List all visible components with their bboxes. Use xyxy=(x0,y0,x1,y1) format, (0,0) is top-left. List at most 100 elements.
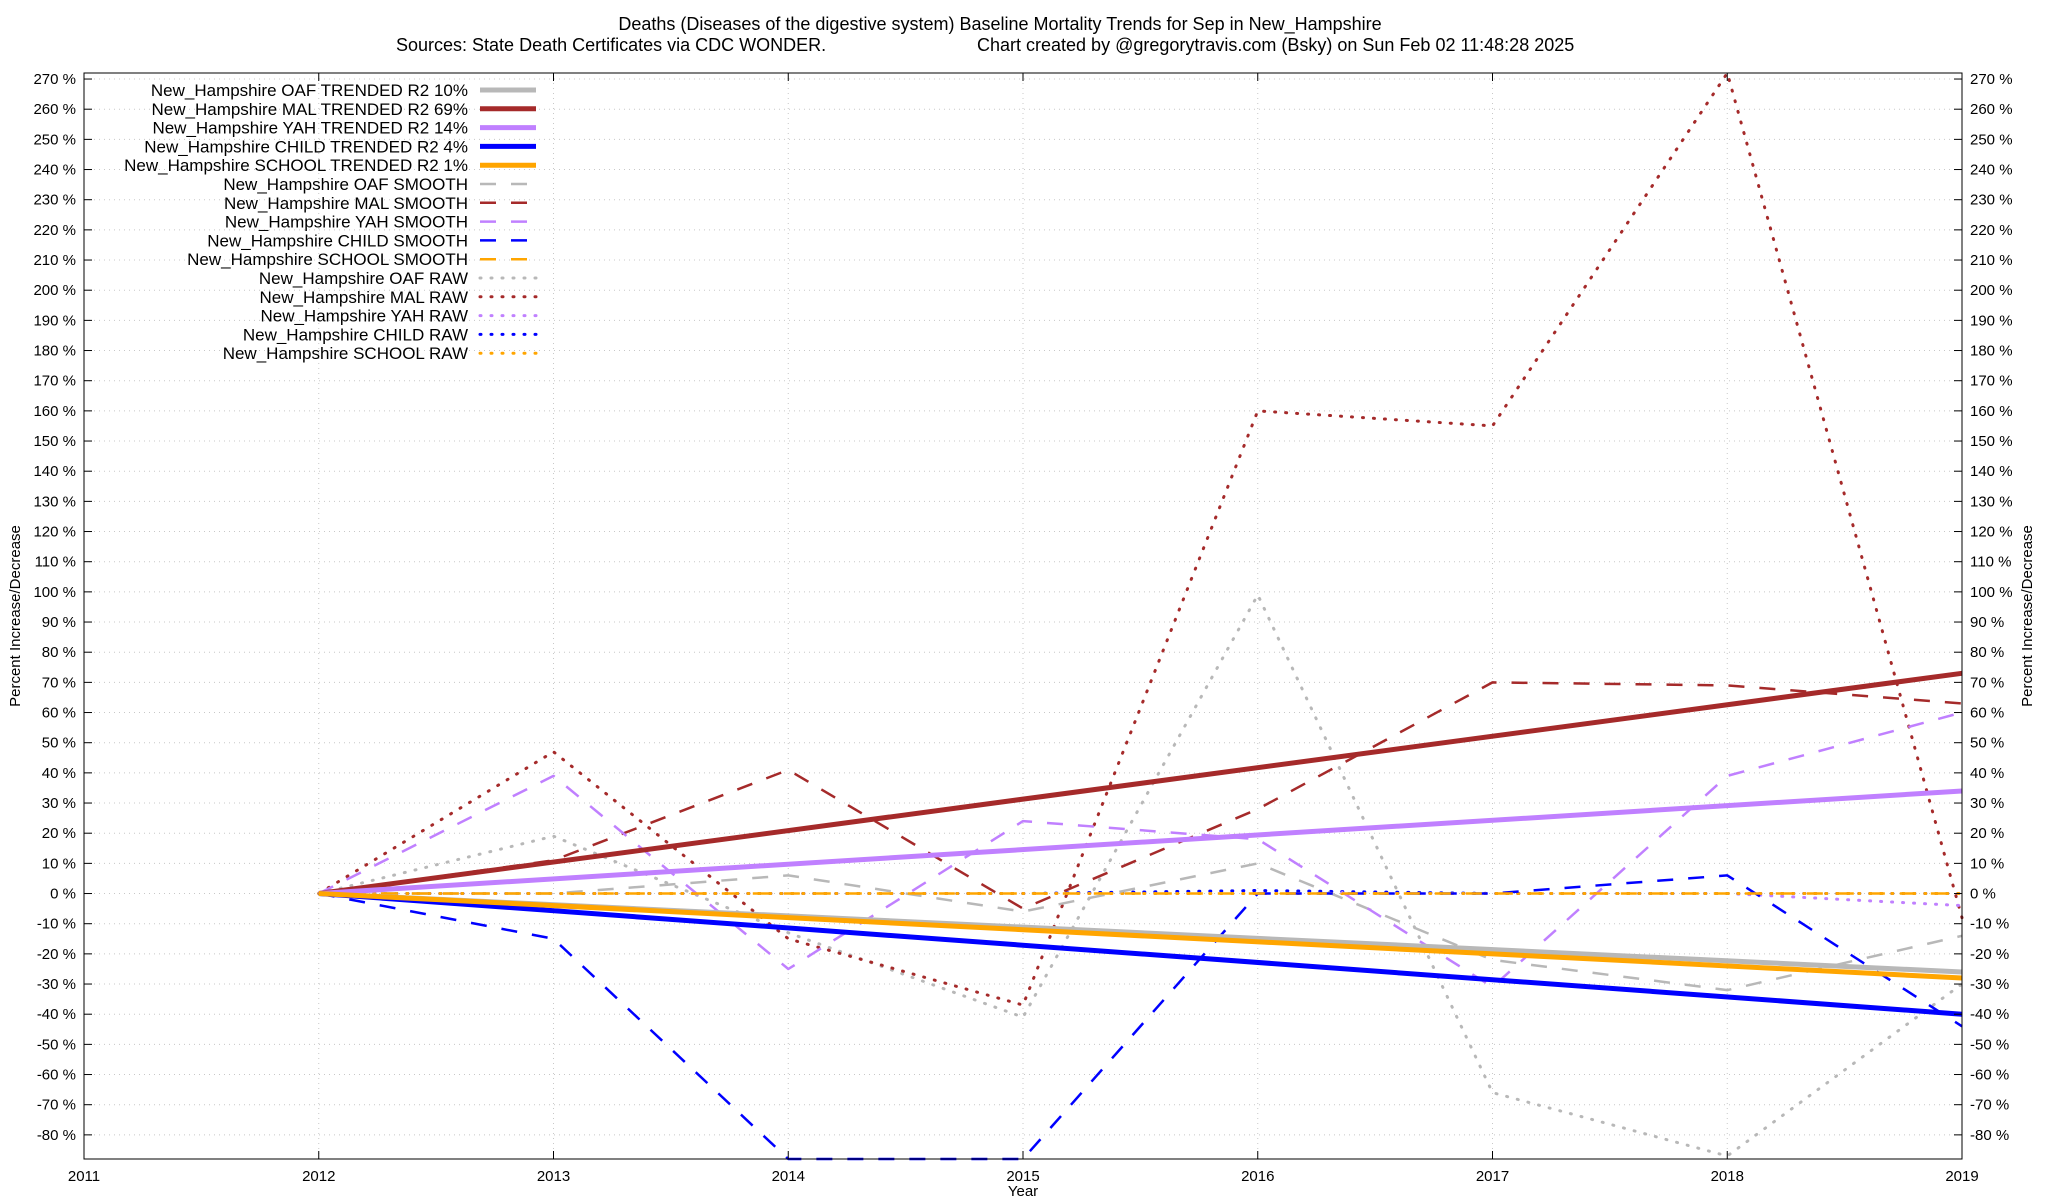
chart-credit: Chart created by @gregorytravis.com (Bsk… xyxy=(977,35,1574,55)
y-tick-label: 40 % xyxy=(42,765,76,782)
y-tick-label: -20 % xyxy=(37,946,76,963)
y-tick-label-right: 40 % xyxy=(1970,765,2004,782)
y-tick-label: 10 % xyxy=(42,855,76,872)
y-tick-label-right: -70 % xyxy=(1970,1097,2009,1114)
series-line-yah-trended-r2-14 xyxy=(318,788,1963,896)
y-tick-label: -40 % xyxy=(37,1006,76,1023)
y-tick-label-right: -10 % xyxy=(1970,916,2009,933)
legend-label: New_Hampshire OAF TRENDED R2 10% xyxy=(151,81,468,100)
y-tick-label-right: -40 % xyxy=(1970,1006,2009,1023)
y-tick-label-right: -50 % xyxy=(1970,1036,2009,1053)
legend-label: New_Hampshire MAL RAW xyxy=(260,288,468,307)
y-tick-label: 210 % xyxy=(33,252,76,269)
y-tick-label: 130 % xyxy=(33,493,76,510)
y-tick-label: 0 % xyxy=(50,886,76,903)
y-tick-label: 90 % xyxy=(42,614,76,631)
y-tick-label: 100 % xyxy=(33,584,76,601)
series-line-school-trended-r2-1 xyxy=(318,891,1963,981)
y-tick-label: -50 % xyxy=(37,1036,76,1053)
y-axis-label: Percent Increase/Decrease xyxy=(7,525,24,707)
y-axis-label-right: Percent Increase/Decrease xyxy=(2019,525,2036,707)
legend-label: New_Hampshire CHILD TRENDED R2 4% xyxy=(144,137,468,156)
series-line-child-smooth xyxy=(318,874,1963,1161)
legend-label: New_Hampshire YAH SMOOTH xyxy=(225,213,468,232)
legend-label: New_Hampshire OAF SMOOTH xyxy=(223,175,468,194)
legend-label: New_Hampshire OAF RAW xyxy=(259,269,468,288)
y-tick-label: 60 % xyxy=(42,705,76,722)
legend-label: New_Hampshire SCHOOL TRENDED R2 1% xyxy=(124,156,468,175)
y-tick-label: 220 % xyxy=(33,222,76,239)
y-tick-label: -80 % xyxy=(37,1127,76,1144)
series-line-child-trended-r2-4 xyxy=(318,891,1963,1017)
y-tick-label: 260 % xyxy=(33,101,76,118)
legend-label: New_Hampshire CHILD SMOOTH xyxy=(207,231,468,250)
y-tick-label: 190 % xyxy=(33,312,76,329)
series-line-mal-trended-r2-69 xyxy=(318,670,1963,896)
x-tick-label: 2015 xyxy=(1006,1168,1039,1185)
y-tick-label: 170 % xyxy=(33,373,76,390)
y-tick-label-right: 180 % xyxy=(1970,343,2013,360)
y-tick-label-right: 90 % xyxy=(1970,614,2004,631)
x-tick-label: 2013 xyxy=(537,1168,570,1185)
y-tick-label: 200 % xyxy=(33,282,76,299)
y-tick-label-right: 110 % xyxy=(1970,554,2011,571)
y-tick-label: 140 % xyxy=(33,463,76,480)
series-line-oaf-smooth xyxy=(318,862,1963,992)
y-tick-label-right: 30 % xyxy=(1970,795,2004,812)
y-tick-label-right: -30 % xyxy=(1970,976,2009,993)
y-tick-label: 120 % xyxy=(33,524,76,541)
y-tick-label: 70 % xyxy=(42,674,76,691)
y-tick-label-right: 170 % xyxy=(1970,373,2013,390)
y-tick-label: 250 % xyxy=(33,131,76,148)
series-line-oaf-raw xyxy=(317,593,1964,1158)
series-line-mal-raw xyxy=(317,71,1964,1007)
y-tick-label-right: 220 % xyxy=(1970,222,2013,239)
y-tick-label: 180 % xyxy=(33,343,76,360)
y-tick-label-right: -60 % xyxy=(1970,1067,2009,1084)
y-tick-label-right: -80 % xyxy=(1970,1127,2009,1144)
series-line-mal-smooth xyxy=(318,681,1963,910)
x-tick-label: 2019 xyxy=(1945,1168,1978,1185)
y-tick-label-right: 10 % xyxy=(1970,855,2004,872)
legend-label: New_Hampshire SCHOOL SMOOTH xyxy=(187,250,468,269)
y-tick-label-right: 160 % xyxy=(1970,403,2013,420)
chart-source: Sources: State Death Certificates via CD… xyxy=(396,35,826,55)
y-tick-label: -10 % xyxy=(37,916,76,933)
x-tick-label: 2012 xyxy=(302,1168,335,1185)
tick-layer: -80 % -80 % -70 % -70 % -60 % -60 % -50 % -50 %… xyxy=(33,71,2012,1185)
y-tick-label-right: 210 % xyxy=(1970,252,2013,269)
legend-label: New_Hampshire YAH RAW xyxy=(260,307,468,326)
y-tick-label: 80 % xyxy=(42,644,76,661)
y-tick-label-right: 140 % xyxy=(1970,463,2013,480)
y-tick-label: -30 % xyxy=(37,976,76,993)
series-layer xyxy=(317,71,1964,1161)
series-line-yah-smooth xyxy=(318,711,1963,989)
legend-label: New_Hampshire MAL TRENDED R2 69% xyxy=(152,100,469,119)
y-tick-label: 30 % xyxy=(42,795,76,812)
y-tick-label: 20 % xyxy=(42,825,76,842)
x-axis-label: Year xyxy=(1008,1183,1038,1200)
y-tick-label-right: 150 % xyxy=(1970,433,2013,450)
y-tick-label: 50 % xyxy=(42,735,76,752)
y-tick-label-right: 250 % xyxy=(1970,131,2013,148)
y-tick-label-right: 70 % xyxy=(1970,674,2004,691)
legend-label: New_Hampshire MAL SMOOTH xyxy=(224,194,468,213)
legend-label: New_Hampshire YAH TRENDED R2 14% xyxy=(152,119,468,138)
x-tick-label: 2011 xyxy=(68,1168,100,1185)
x-tick-label: 2016 xyxy=(1241,1168,1274,1185)
x-tick-label: 2018 xyxy=(1711,1168,1744,1185)
legend-label: New_Hampshire SCHOOL RAW xyxy=(223,344,468,363)
y-tick-label: -60 % xyxy=(37,1067,76,1084)
y-tick-label-right: -20 % xyxy=(1970,946,2009,963)
legend-label: New_Hampshire CHILD RAW xyxy=(243,325,468,344)
y-tick-label-right: 270 % xyxy=(1970,71,2013,88)
y-tick-label-right: 100 % xyxy=(1970,584,2013,601)
y-tick-label-right: 120 % xyxy=(1970,524,2013,541)
y-tick-label-right: 200 % xyxy=(1970,282,2013,299)
y-tick-label: 270 % xyxy=(33,71,76,88)
y-tick-label: 230 % xyxy=(33,192,76,209)
y-tick-label-right: 20 % xyxy=(1970,825,2004,842)
y-tick-label: -70 % xyxy=(37,1097,76,1114)
x-tick-label: 2014 xyxy=(772,1168,805,1185)
y-tick-label-right: 260 % xyxy=(1970,101,2013,118)
